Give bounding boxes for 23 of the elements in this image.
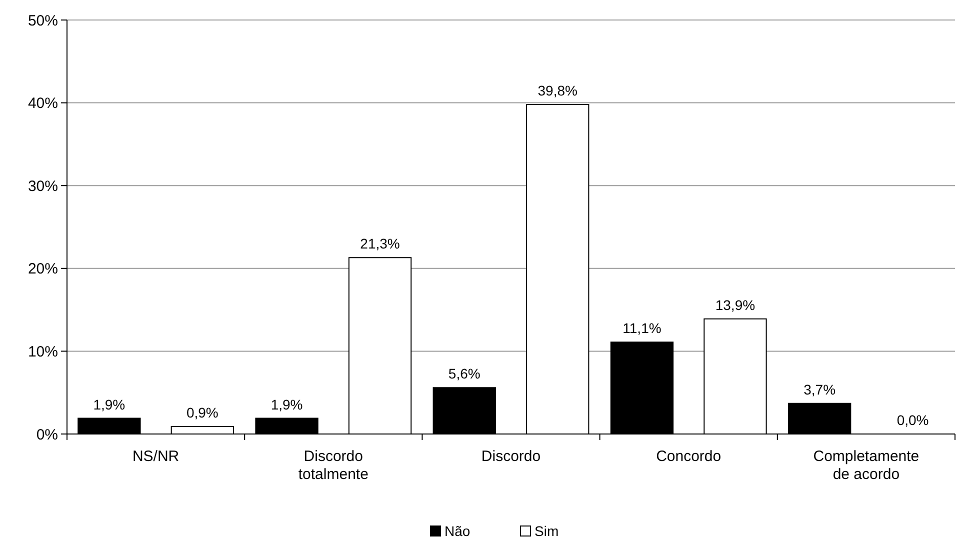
y-tick-label: 10% bbox=[28, 343, 58, 360]
data-label: 39,8% bbox=[538, 82, 578, 98]
x-tick-label: NS/NR bbox=[132, 448, 180, 465]
data-label: 1,9% bbox=[270, 396, 303, 412]
y-tick-label: 40% bbox=[28, 95, 58, 112]
legend-label: Não bbox=[444, 522, 470, 539]
data-label: 5,6% bbox=[448, 366, 480, 382]
x-tick-label: Completamente de acordo bbox=[813, 448, 920, 483]
legend-label: Sim bbox=[534, 522, 559, 539]
y-tick-label: 50% bbox=[28, 12, 58, 30]
data-label: 13,9% bbox=[715, 296, 756, 313]
y-tick-label: 30% bbox=[28, 178, 58, 195]
x-tick-label: Discordo totalmente bbox=[298, 448, 368, 483]
data-label: 1,9% bbox=[93, 396, 126, 412]
data-label: 0,9% bbox=[186, 404, 218, 421]
data-label: 3,7% bbox=[804, 381, 836, 398]
y-tick-label: 20% bbox=[28, 260, 58, 278]
data-label: 11,1% bbox=[622, 320, 662, 336]
x-tick-label: Discordo bbox=[481, 448, 541, 465]
y-tick-label: 0% bbox=[36, 426, 58, 444]
x-tick-label: Concordo bbox=[656, 448, 722, 465]
data-label: 0,0% bbox=[896, 412, 929, 428]
data-label: 21,3% bbox=[360, 236, 400, 252]
